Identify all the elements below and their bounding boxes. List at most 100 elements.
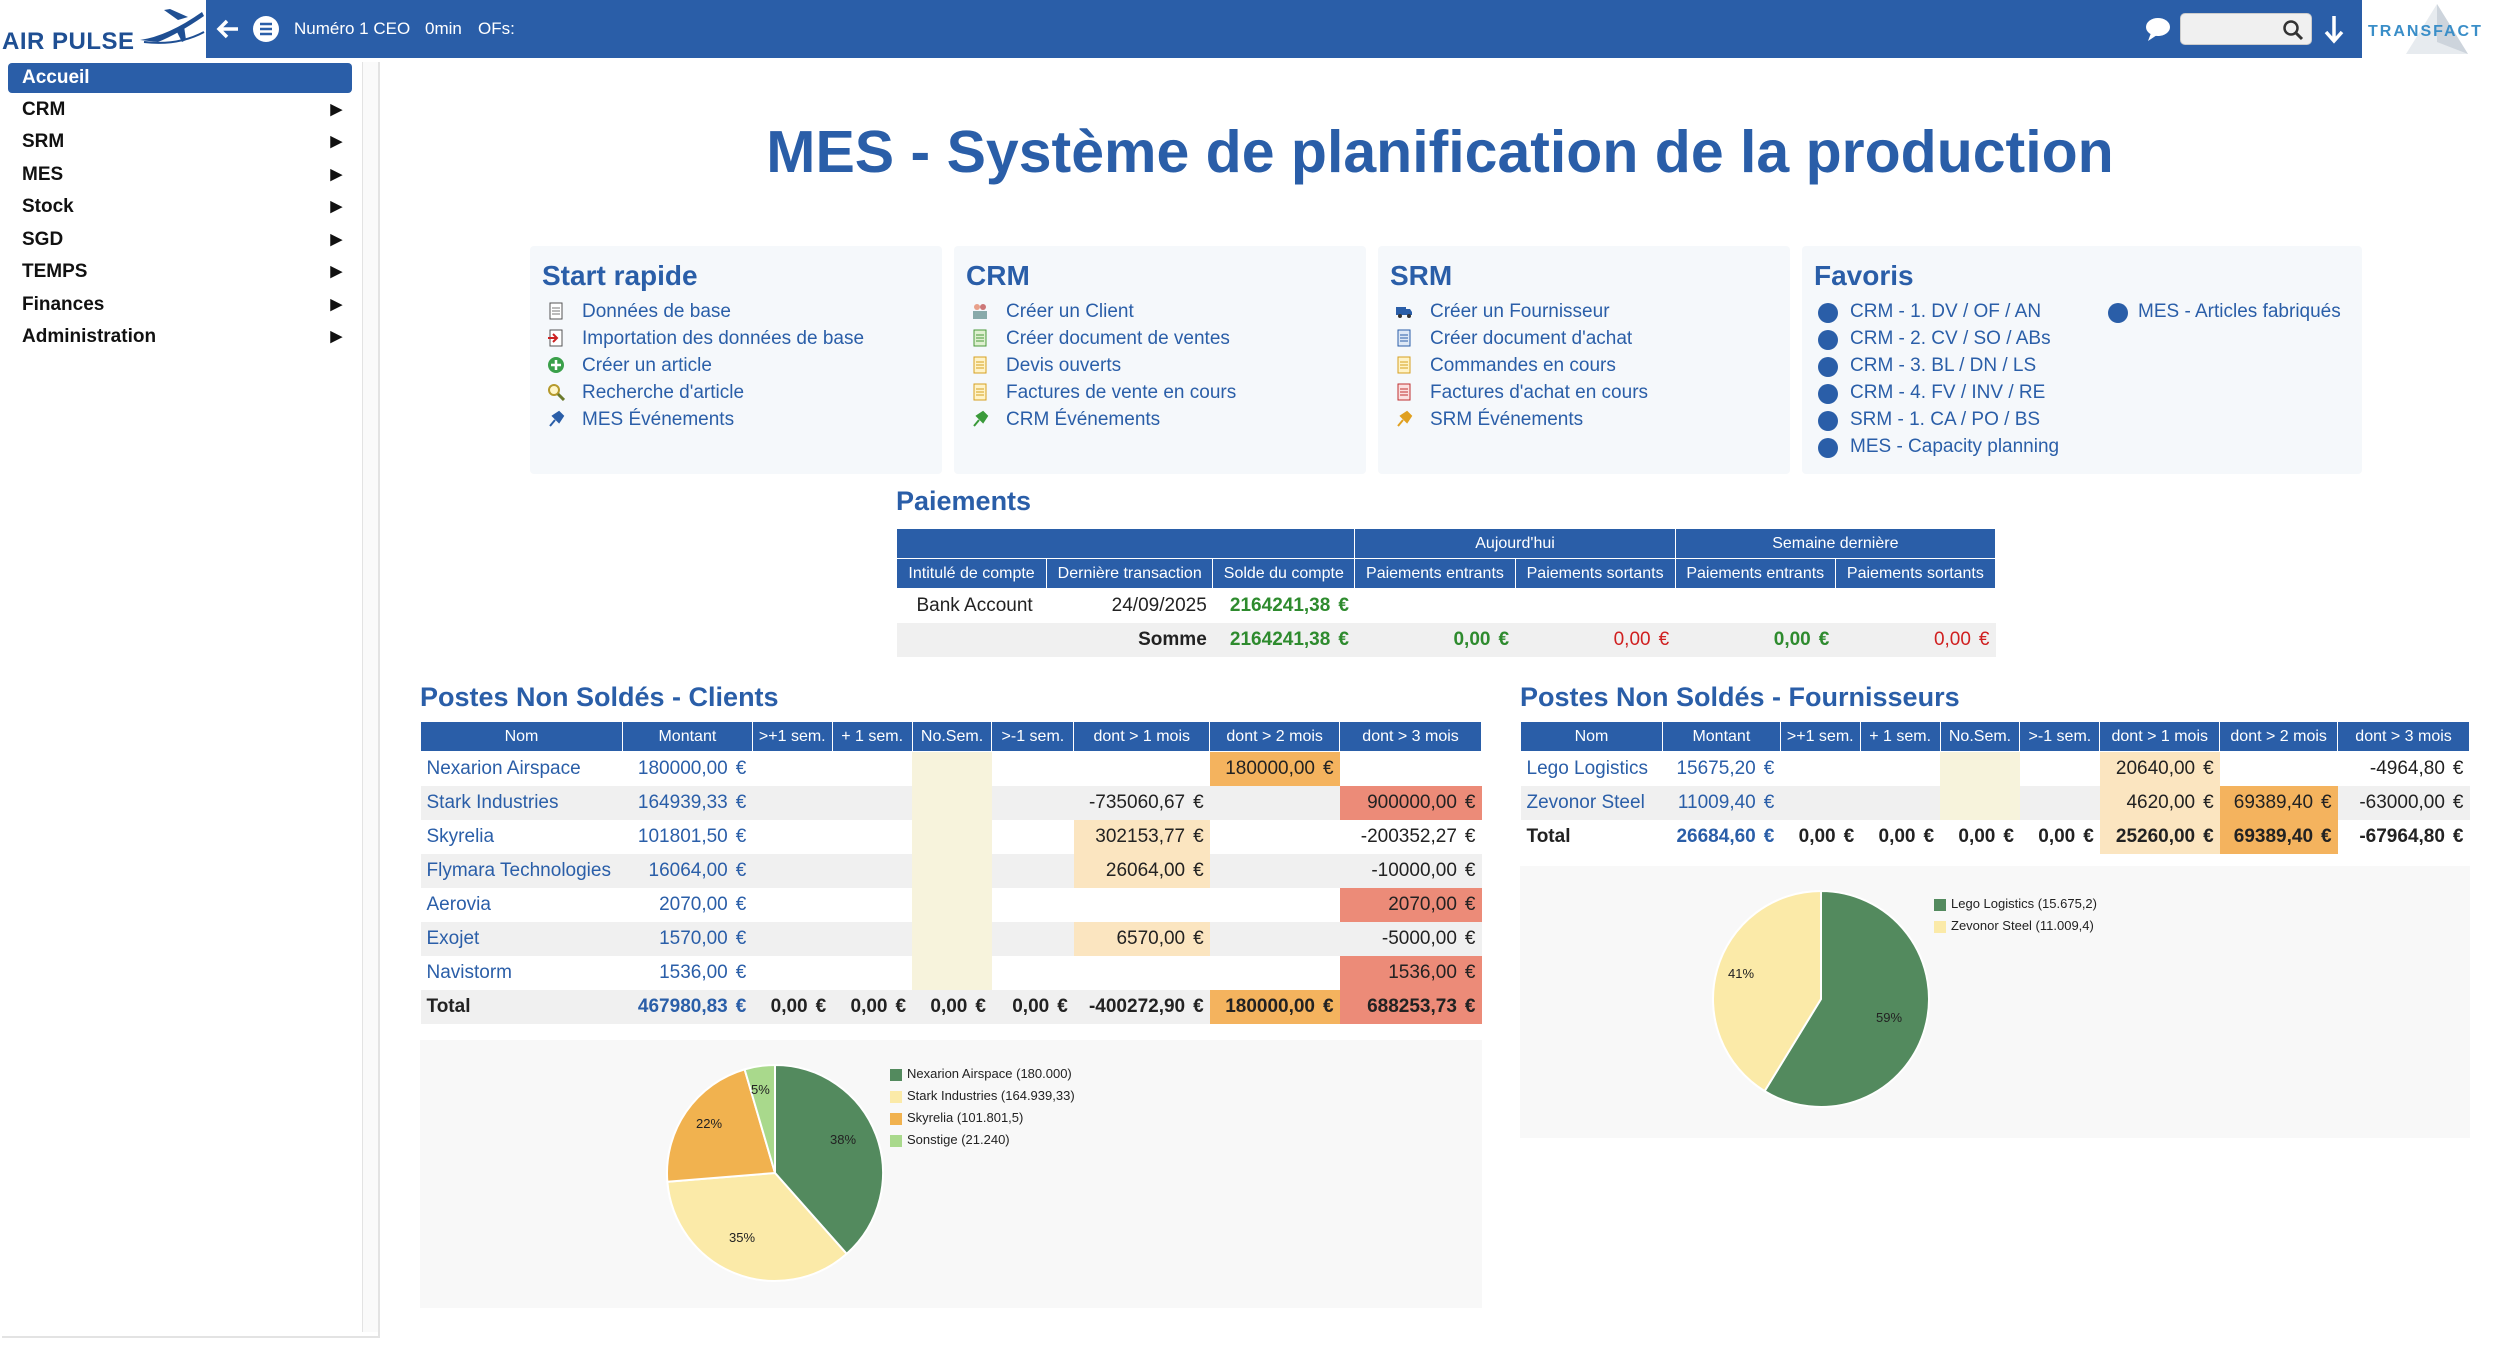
sidebar-item-crm[interactable]: CRM ▶: [8, 95, 352, 125]
sidebar-item-sgd[interactable]: SGD ▶: [8, 225, 352, 255]
download-icon[interactable]: [2322, 14, 2346, 44]
table-row[interactable]: Aerovia 2070,00 € 2070,00 €: [421, 887, 1482, 922]
account-balance: 2164241,38 €: [1229, 594, 1349, 616]
pie-slice-stark: [666, 1171, 849, 1282]
column-header: dont > 2 mois: [2219, 721, 2339, 752]
sidebar-item-finances[interactable]: Finances ▶: [8, 290, 352, 320]
sidebar-item-administration[interactable]: Administration ▶: [8, 322, 352, 352]
link-donnees-de-base[interactable]: Données de base: [582, 301, 731, 322]
client-name-link[interactable]: Aerovia: [426, 893, 491, 915]
favoris-card: Favoris CRM - 1. DV / OF / AN CRM - 2. C…: [1802, 246, 2362, 474]
expand-arrow-icon: ▶: [330, 263, 342, 280]
expand-arrow-icon: ▶: [330, 166, 342, 183]
sidebar-item-label: SGD: [22, 229, 64, 250]
link-creer-fournisseur[interactable]: Créer un Fournisseur: [1430, 301, 1610, 322]
link-factures-achat[interactable]: Factures d'achat en cours: [1430, 382, 1649, 403]
top-bar: AIR PULSE Numéro 1 CEO 0min OFs: TRANS: [0, 0, 2500, 58]
table-row[interactable]: Flymara Technologies 16064,00 € 26064,00 €…: [420, 853, 1482, 888]
chat-icon[interactable]: [2144, 15, 2172, 43]
link-creer-client[interactable]: Créer un Client: [1006, 301, 1134, 322]
column-header: >+1 sem.: [1779, 721, 1861, 752]
supplier-name-link[interactable]: Lego Logistics: [1526, 757, 1648, 779]
favori-link[interactable]: CRM - 1. DV / OF / AN: [1850, 301, 2042, 322]
page-title: MES - Système de planification de la pro…: [766, 119, 2114, 185]
column-header: dont > 3 mois: [2337, 721, 2470, 752]
column-header: Paiements sortants: [1834, 558, 1997, 589]
favori-link[interactable]: CRM - 3. BL / DN / LS: [1850, 355, 2037, 376]
expand-arrow-icon: ▶: [330, 133, 342, 150]
sidebar-item-srm[interactable]: SRM ▶: [8, 127, 352, 157]
bullet-icon: [1818, 438, 1838, 458]
sidebar-item-label: Stock: [22, 196, 74, 217]
pie-label: 38%: [830, 1132, 857, 1147]
fournisseurs-table: Nom Montant >+1 sem. + 1 sem. No.Sem. >-…: [1520, 721, 2470, 854]
quote-icon: [973, 356, 987, 374]
user-label[interactable]: Numéro 1 CEO: [294, 19, 411, 38]
favori-link[interactable]: MES - Capacity planning: [1850, 436, 2060, 457]
pie-label: 35%: [729, 1230, 756, 1245]
pie-slice-zevonor: [1712, 889, 1822, 1093]
client-name-link[interactable]: Skyrelia: [426, 825, 495, 847]
sum-balance: 2164241,38 €: [1229, 628, 1349, 650]
transfact-text: TRANSFACT: [2368, 23, 2483, 40]
link-importation[interactable]: Importation des données de base: [582, 328, 865, 349]
favori-link[interactable]: MES - Articles fabriqués: [2138, 301, 2341, 322]
favori-link[interactable]: SRM - 1. CA / PO / BS: [1850, 409, 2041, 430]
legend-swatch: [890, 1090, 902, 1103]
link-crm-evenements[interactable]: CRM Événements: [1006, 409, 1161, 430]
client-name-link[interactable]: Nexarion Airspace: [426, 757, 581, 779]
link-creer-article[interactable]: Créer un article: [582, 355, 712, 376]
back-arrow-icon[interactable]: [214, 16, 240, 42]
search-input[interactable]: [2180, 13, 2312, 45]
pie-label: 22%: [696, 1116, 723, 1131]
favori-link[interactable]: CRM - 2. CV / SO / ABs: [1850, 328, 2051, 349]
menu-icon[interactable]: [252, 15, 280, 43]
client-name-link[interactable]: Flymara Technologies: [426, 859, 611, 881]
client-name-link[interactable]: Navistorm: [426, 961, 513, 983]
column-header: Paiements entrants: [1674, 558, 1836, 589]
favori-link[interactable]: CRM - 4. FV / INV / RE: [1850, 382, 2046, 403]
air-pulse-logo[interactable]: AIR PULSE: [0, 0, 206, 58]
pin-icon: [973, 410, 989, 427]
link-recherche-article[interactable]: Recherche d'article: [582, 382, 745, 403]
column-header: Montant: [621, 721, 753, 752]
legend-item: Lego Logistics (15.675,2): [1934, 896, 2097, 911]
purchase-doc-icon: [1397, 329, 1411, 347]
pie-slice-nexarion: [774, 1063, 884, 1256]
table-row[interactable]: Exojet 1570,00 € 6570,00 € -5000,00 €: [420, 921, 1482, 956]
client-name-link[interactable]: Stark Industries: [426, 791, 559, 813]
pie-label: 41%: [1728, 966, 1755, 981]
column-header: dont > 2 mois: [1209, 721, 1341, 752]
link-creer-document-ventes[interactable]: Créer document de ventes: [1006, 328, 1230, 349]
sidebar-item-mes[interactable]: MES ▶: [8, 160, 352, 190]
table-row[interactable]: Skyrelia 101801,50 € 302153,77 € -200352,2…: [421, 819, 1482, 854]
client-name-link[interactable]: Exojet: [426, 927, 480, 949]
import-icon: [548, 329, 563, 347]
sidebar-item-label: Accueil: [22, 67, 90, 88]
link-devis-ouverts[interactable]: Devis ouverts: [1006, 355, 1122, 376]
table-row[interactable]: Nexarion Airspace 180000,00 € 180000,00 €: [421, 751, 1482, 786]
supplier-name-link[interactable]: Zevonor Steel: [1526, 791, 1645, 813]
column-header: + 1 sem.: [1859, 721, 1941, 752]
sidebar-scrollbar[interactable]: [362, 62, 378, 1332]
fournisseurs-pie-chart: Lego Logistics (15.675,2) Zevonor Steel …: [1520, 866, 2470, 1138]
ofs-label: OFs:: [478, 19, 515, 38]
sidebar-item-stock[interactable]: Stock ▶: [8, 192, 352, 222]
table-row[interactable]: Navistorm 1536,00 € 1536,00 €: [421, 955, 1482, 990]
table-row[interactable]: Stark Industries 164939,33 € -735060,67 € …: [420, 785, 1482, 820]
sales-doc-icon: [973, 329, 987, 347]
table-row[interactable]: Bank Account 24/09/2025 2164241,38 €: [897, 589, 1996, 623]
link-factures-vente[interactable]: Factures de vente en cours: [1006, 382, 1237, 403]
link-creer-document-achat[interactable]: Créer document d'achat: [1430, 328, 1633, 349]
link-commandes-en-cours[interactable]: Commandes en cours: [1430, 355, 1616, 376]
search-icon[interactable]: [2281, 18, 2305, 42]
group-header-today: Aujourd'hui: [1354, 528, 1676, 559]
table-row[interactable]: Lego Logistics 15675,20 € 20640,00 € -4964…: [1521, 751, 2470, 786]
table-row[interactable]: Zevonor Steel 11009,40 € 4620,00 € 69389,4…: [1520, 785, 2470, 820]
link-mes-evenements[interactable]: MES Événements: [582, 409, 735, 430]
sidebar-item-label: Administration: [22, 326, 157, 347]
pie-slice-lego: [1763, 889, 1930, 1108]
link-srm-evenements[interactable]: SRM Événements: [1430, 409, 1584, 430]
sidebar-item-temps[interactable]: TEMPS ▶: [8, 257, 352, 287]
sidebar-item-accueil[interactable]: Accueil: [8, 63, 352, 93]
